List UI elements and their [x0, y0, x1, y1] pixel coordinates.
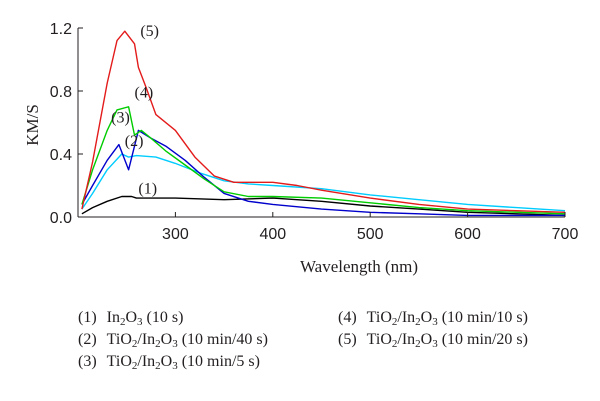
series-line-2	[81, 153, 566, 212]
curve-label-3: (3)	[111, 110, 130, 127]
legend-subscript: 2	[119, 316, 126, 328]
legend-number: (1)	[78, 309, 97, 326]
curve-label-2: (2)	[125, 133, 144, 150]
legend-subscript: 3	[172, 360, 178, 372]
curve-label-5: (5)	[140, 23, 159, 40]
y-axis-title: KM/S	[23, 104, 42, 146]
curve-labels-layer: (1) (2) (3)(4) (5)	[111, 23, 159, 198]
x-tick-label-400: 400	[259, 226, 286, 243]
legend-subscript: 2	[391, 316, 398, 328]
legend-item-1: (1) In2O3 (10 s)	[78, 309, 184, 328]
legend-number: (5)	[338, 331, 357, 348]
legend-subscript: 2	[155, 360, 161, 372]
legend-subscript: 3	[172, 338, 178, 350]
y-tick-label-1: 0.4	[50, 147, 72, 164]
kms-spectra-chart: 300 400 500 600 700 0.0 0.4 0.8 1.2 (1) (2) (3)(4)…	[23, 21, 579, 276]
series-line-5	[81, 30, 566, 213]
legend-subscript: 3	[432, 316, 438, 328]
series-line-4	[81, 106, 566, 215]
legend-subscript: 3	[137, 316, 143, 328]
legend-col-left: (1) In2O3 (10 s) (2) TiO2/In2O3 (10 min/40…	[78, 307, 268, 373]
legend-number: (3)	[78, 353, 97, 370]
legend-number: (2)	[78, 331, 97, 348]
x-axis-title: Wavelength (nm)	[300, 257, 418, 276]
curve-label-4: (4)	[134, 84, 153, 101]
y-tick-label-0: 0.0	[50, 210, 72, 227]
x-tick-label-300: 300	[162, 226, 189, 243]
legend-item-4: (4) TiO2/In2O3 (10 min/10 s)	[338, 309, 528, 328]
axes-layer: 300 400 500 600 700 0.0 0.4 0.8 1.2	[50, 21, 579, 243]
legend-item-5: (5) TiO2/In2O3 (10 min/20 s)	[338, 331, 528, 350]
legend-number: (4)	[338, 309, 357, 326]
series-line-1	[81, 195, 566, 217]
legend-subscript: 2	[415, 316, 421, 328]
legend-item-3: (3) TiO2/In2O3 (10 min/5 s)	[78, 353, 260, 372]
legend-item-2: (2) TiO2/In2O3 (10 min/40 s)	[78, 331, 268, 350]
x-tick-label-500: 500	[357, 226, 384, 243]
legend-subscript: 2	[415, 338, 421, 350]
x-tick-label-700: 700	[552, 226, 579, 243]
legend-subscript: 3	[432, 338, 438, 350]
legend-subscript: 2	[131, 338, 138, 350]
series-line-3	[81, 129, 565, 217]
legend-subscript: 2	[391, 338, 398, 350]
y-tick-label-2: 0.8	[50, 84, 72, 101]
legend-subscript: 2	[155, 338, 161, 350]
series-layer	[81, 30, 566, 217]
x-tick-label-600: 600	[454, 226, 481, 243]
y-tick-label-3: 1.2	[50, 21, 72, 38]
curve-label-1: (1)	[138, 180, 157, 197]
legend-subscript: 2	[131, 360, 138, 372]
legend-col-right: (4) TiO2/In2O3 (10 min/10 s) (5) TiO2/In2O…	[338, 307, 528, 351]
